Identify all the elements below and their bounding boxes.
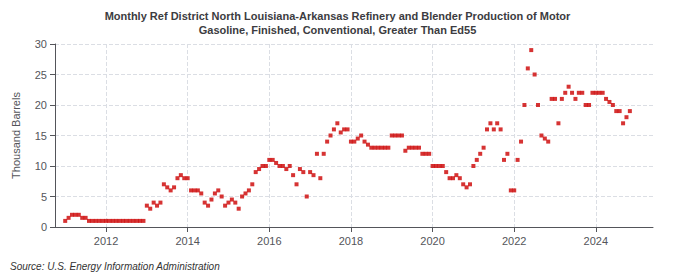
svg-text:0: 0 xyxy=(41,221,47,233)
svg-text:25: 25 xyxy=(35,69,47,81)
svg-text:30: 30 xyxy=(35,38,47,50)
svg-text:Thousand Barrels: Thousand Barrels xyxy=(10,92,22,179)
svg-text:5: 5 xyxy=(41,191,47,203)
svg-text:2024: 2024 xyxy=(584,235,608,247)
svg-text:Monthly Ref District North Lou: Monthly Ref District North Louisiana-Ark… xyxy=(105,10,571,22)
svg-text:Source: U.S. Energy Informatio: Source: U.S. Energy Information Administ… xyxy=(10,261,220,272)
svg-text:2022: 2022 xyxy=(502,235,526,247)
svg-text:10: 10 xyxy=(35,160,47,172)
svg-text:Gasoline, Finished, Convention: Gasoline, Finished, Conventional, Greate… xyxy=(199,24,477,36)
svg-text:20: 20 xyxy=(35,99,47,111)
svg-text:2016: 2016 xyxy=(257,235,281,247)
svg-text:15: 15 xyxy=(35,130,47,142)
svg-text:2018: 2018 xyxy=(339,235,363,247)
svg-text:2020: 2020 xyxy=(420,235,444,247)
svg-text:2012: 2012 xyxy=(94,235,118,247)
svg-text:2014: 2014 xyxy=(175,235,199,247)
